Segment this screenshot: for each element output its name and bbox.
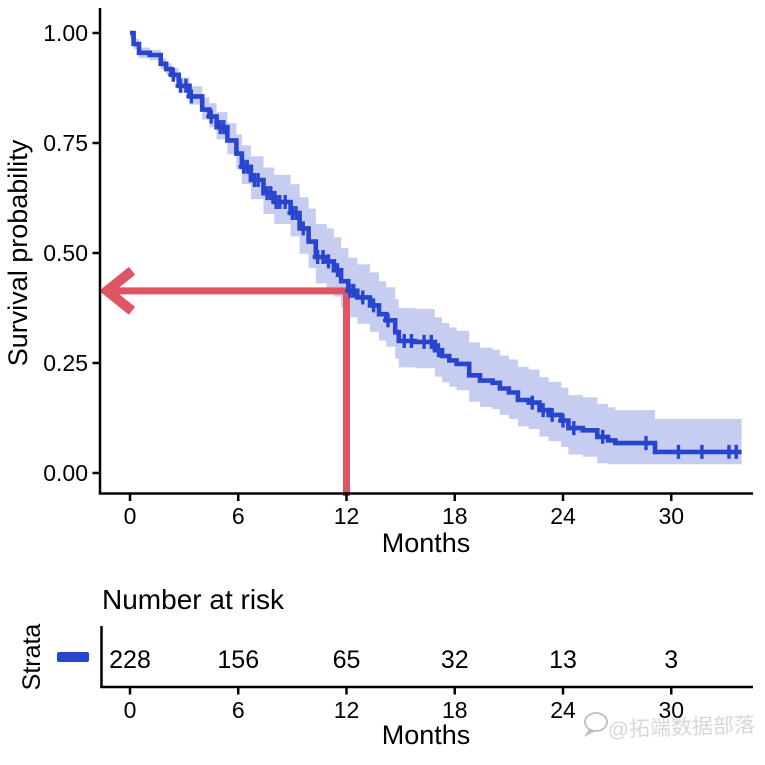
x-tick-label: 12	[334, 503, 360, 529]
risk-count-value: 3	[664, 646, 678, 674]
censor-mark	[323, 254, 334, 269]
censor-mark	[382, 313, 393, 328]
confidence-band-layer	[130, 33, 742, 465]
censor-mark	[568, 421, 579, 436]
risk-x-tick-label: 18	[442, 697, 468, 723]
survival-curve-layer	[130, 30, 742, 455]
risk-x-tick-label: 30	[658, 697, 684, 723]
risk-count-value: 32	[441, 646, 469, 674]
risk-count-value: 65	[333, 646, 361, 674]
confidence-band	[130, 33, 742, 465]
censor-mark	[547, 407, 558, 422]
censor-mark	[673, 444, 684, 459]
censor-mark	[597, 429, 608, 444]
risk-x-axis-title: Months	[382, 720, 471, 750]
censor-mark	[186, 89, 197, 104]
censor-mark	[332, 263, 343, 278]
risk-x-tick-label: 12	[334, 697, 360, 723]
censor-mark	[368, 298, 379, 313]
censor-mark	[206, 109, 217, 124]
censor-mark	[265, 186, 276, 201]
y-tick-label: 1.00	[43, 20, 88, 46]
y-tick-label: 0.50	[43, 240, 88, 266]
y-tick-label: 0.00	[43, 460, 88, 486]
risk-count-value: 156	[217, 646, 259, 674]
annotation-arrowhead	[98, 266, 136, 315]
strata-legend-dash	[57, 652, 89, 662]
censor-mark	[280, 194, 291, 209]
censor-mark	[433, 343, 444, 358]
watermark: @拓端数据部落	[584, 712, 755, 742]
censor-mark	[298, 221, 309, 236]
censor-mark	[218, 120, 229, 135]
y-tick-label: 0.25	[43, 350, 88, 376]
censor-mark	[527, 395, 538, 410]
x-tick-label: 24	[550, 503, 576, 529]
censor-mark	[696, 444, 707, 459]
strata-axis-label: Strata	[18, 624, 46, 691]
censor-marks-layer	[168, 67, 742, 459]
watermark-text: @拓端数据部落	[607, 714, 755, 742]
risk-x-tick-label: 6	[232, 697, 245, 723]
speech-bubble-icon	[584, 712, 608, 737]
x-tick-label: 0	[124, 503, 137, 529]
risk-x-tick-label: 0	[124, 697, 137, 723]
censor-mark	[538, 403, 549, 418]
survival-curve	[130, 30, 742, 455]
censor-mark	[318, 249, 329, 264]
y-axis-title: Survival probability	[3, 139, 33, 366]
risk-count-value: 228	[109, 646, 151, 674]
censor-mark	[558, 413, 569, 428]
risk-count-value: 13	[549, 646, 577, 674]
risk-table-title: Number at risk	[102, 584, 285, 615]
censor-mark	[168, 67, 179, 82]
red-arrow-annotation	[98, 266, 351, 496]
censor-mark	[253, 172, 264, 187]
x-tick-label: 30	[658, 503, 684, 529]
censor-mark	[357, 290, 368, 305]
risk-table-layer: 228 0 156 6 65 12 32 18 13 24 3 30	[100, 626, 753, 723]
x-tick-label: 18	[442, 503, 468, 529]
censor-mark	[180, 78, 191, 93]
risk-x-tick-label: 24	[550, 697, 576, 723]
censor-mark	[406, 334, 417, 348]
censor-mark	[242, 159, 253, 174]
axes-layer: 0.00 0.25 0.50 0.75 1.00 0 6 12 18 24 30	[43, 8, 753, 529]
x-axis-title: Months	[382, 528, 471, 558]
censor-mark	[426, 334, 437, 349]
x-tick-label: 6	[232, 503, 245, 529]
y-tick-label: 0.75	[43, 130, 88, 156]
censor-mark	[640, 436, 651, 451]
censor-mark	[290, 205, 301, 220]
censor-mark	[731, 444, 742, 459]
censor-mark	[348, 283, 359, 298]
